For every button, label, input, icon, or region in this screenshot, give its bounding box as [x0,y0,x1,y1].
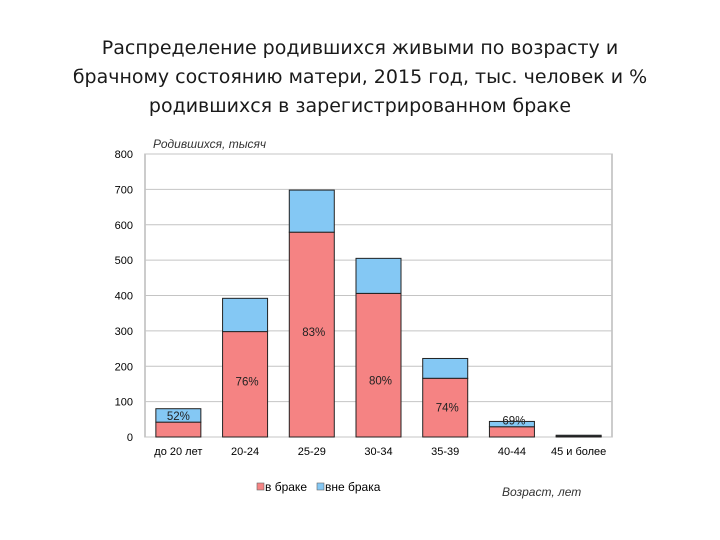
title-line-3: родившихся в зарегистрированном браке [148,95,572,117]
y-tick-label-800: 800 [115,149,133,161]
bar-in-marriage-2 [288,231,335,438]
legend-swatch-1 [316,482,325,491]
x-tick-label-0: до 20 лет [154,446,202,458]
bar-in-marriage-1 [222,331,269,438]
bar-out-of-marriage-5 [488,420,535,428]
bar-out-of-marriage-4 [422,357,469,379]
y-tick-label-300: 300 [115,326,133,338]
x-tick-label-3: 30-34 [364,446,392,458]
bar-out-of-marriage-2 [288,189,335,233]
x-axis-label: Возраст, лет [502,485,581,499]
labels-layer: 0 100 200 300 400 500 600 700 800 до 20 лет 52% 20-… [115,149,607,458]
bar-out-of-marriage-1 [222,297,269,333]
percent-label-3: 80% [369,375,392,387]
percent-label-5: 69% [502,416,525,428]
x-tick-label-1: 20-24 [231,446,259,458]
title-line-1: Распределение родившихся живыми по возра… [101,37,619,59]
bar-out-of-marriage-0 [155,408,202,423]
percent-label-0: 52% [167,411,190,423]
bar-out-of-marriage-6 [555,434,602,437]
bars-layer [155,189,602,438]
y-tick-label-700: 700 [115,184,133,196]
percent-label-2: 83% [302,327,325,339]
x-tick-label-5: 40-44 [498,446,526,458]
y-tick-label-100: 100 [115,397,133,409]
y-tick-label-600: 600 [115,220,133,232]
y-tick-label-500: 500 [115,255,133,267]
bar-out-of-marriage-3 [355,257,402,294]
y-tick-label-400: 400 [115,291,133,303]
chart-title: Распределение родившихся живыми по возра… [40,34,680,121]
bar-in-marriage-0 [155,421,202,438]
legend-swatch-0 [256,482,265,491]
legend-label-1: вне брака [325,480,381,494]
bar-in-marriage-4 [422,377,469,438]
percent-label-1: 76% [236,377,259,389]
legend: в браке вне брака [256,480,381,494]
percent-label-4: 74% [436,402,459,414]
y-axis-label: Родившихся, тысяч [153,137,266,151]
y-tick-label-0: 0 [127,432,133,444]
y-tick-label-200: 200 [115,361,133,373]
x-tick-label-4: 35-39 [431,446,459,458]
bar-in-marriage-5 [488,426,535,438]
x-tick-label-6: 45 и более [551,446,606,458]
bar-in-marriage-3 [355,292,402,438]
x-tick-label-2: 25-29 [298,446,326,458]
title-line-2: брачному состоянию матери, 2015 год, тыс… [72,66,648,88]
legend-label-0: в браке [265,480,307,494]
